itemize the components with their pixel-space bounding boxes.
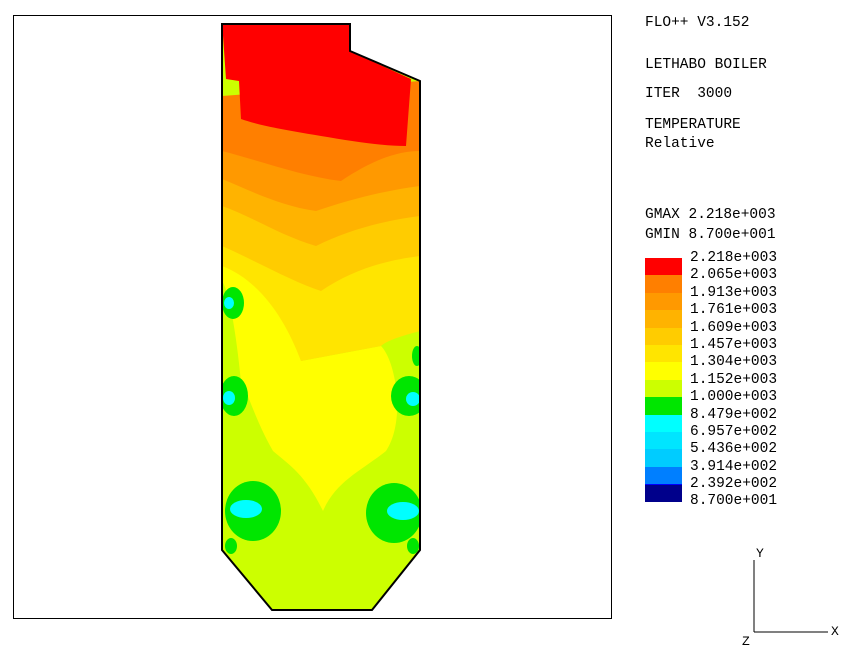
legend-level: 1.000e+003 [645, 389, 845, 415]
legend-value: 1.457e+003 [690, 336, 778, 353]
legend-level: 1.304e+003 [645, 354, 845, 380]
axis-y-label: Y [756, 546, 764, 561]
legend-value: 1.000e+003 [690, 389, 778, 406]
legend-swatch [645, 414, 682, 433]
legend-swatch [645, 327, 682, 346]
legend-level: 6.957e+002 [645, 423, 845, 450]
legend-swatch [645, 362, 682, 380]
legend-swatch [645, 292, 682, 311]
software-title: FLO++ V3.152 [645, 15, 750, 31]
legend-swatch [645, 431, 682, 450]
plot-frame [13, 15, 612, 619]
variable-label: TEMPERATURE [645, 117, 741, 133]
legend-swatch [645, 344, 682, 363]
legend-level: 8.479e+002 [645, 406, 845, 433]
legend-swatch [645, 484, 682, 503]
legend-value: 5.436e+002 [690, 441, 778, 458]
legend-level: 2.065e+003 [645, 267, 845, 293]
contour-fill [222, 24, 420, 610]
boiler-outline [221, 23, 421, 611]
gmax-label: GMAX 2.218e+003 [645, 207, 776, 223]
legend-swatch [645, 310, 682, 328]
color-legend: 2.218e+003 2.065e+003 1.913e+003 1.761e+003… [645, 250, 845, 511]
legend-value: 1.304e+003 [690, 354, 778, 371]
legend-swatch [645, 275, 682, 293]
legend-swatch [645, 466, 682, 485]
legend-value: 8.700e+001 [690, 493, 778, 510]
iteration-label: ITER 3000 [645, 86, 733, 102]
legend-level: 3.914e+002 [645, 458, 845, 485]
legend-value: 1.609e+003 [690, 319, 778, 336]
legend-level: 5.436e+002 [645, 441, 845, 467]
legend-level: 1.761e+003 [645, 302, 845, 328]
legend-value: 1.761e+003 [690, 302, 778, 319]
legend-level: 1.913e+003 [645, 284, 845, 311]
case-title: LETHABO BOILER [645, 57, 767, 73]
legend-level: 1.609e+003 [645, 319, 845, 346]
legend-swatch [645, 379, 682, 398]
boiler-temperature-contour [221, 23, 421, 611]
legend-level: 8.700e+001 [645, 493, 845, 510]
legend-value: 6.957e+002 [690, 423, 778, 440]
legend-value: 2.218e+003 [690, 250, 778, 266]
mode-label: Relative [645, 136, 715, 152]
axis-triad-lines [753, 560, 828, 633]
axis-triad: Y X Z [735, 540, 845, 650]
legend-swatch [645, 449, 682, 467]
legend-value: 2.065e+003 [690, 267, 778, 284]
legend-value: 8.479e+002 [690, 406, 778, 423]
legend-value: 3.914e+002 [690, 458, 778, 475]
axis-x-label: X [831, 624, 839, 639]
legend-swatch [645, 258, 682, 276]
legend-level: 2.218e+003 [645, 250, 845, 276]
legend-value: 2.392e+002 [690, 476, 778, 493]
legend-value: 1.913e+003 [690, 284, 778, 301]
legend-swatch [645, 397, 682, 415]
legend-level: 1.152e+003 [645, 371, 845, 398]
axis-z-label: Z [742, 634, 750, 649]
gmin-label: GMIN 8.700e+001 [645, 227, 776, 243]
legend-value: 1.152e+003 [690, 371, 778, 388]
legend-level: 1.457e+003 [645, 336, 845, 363]
